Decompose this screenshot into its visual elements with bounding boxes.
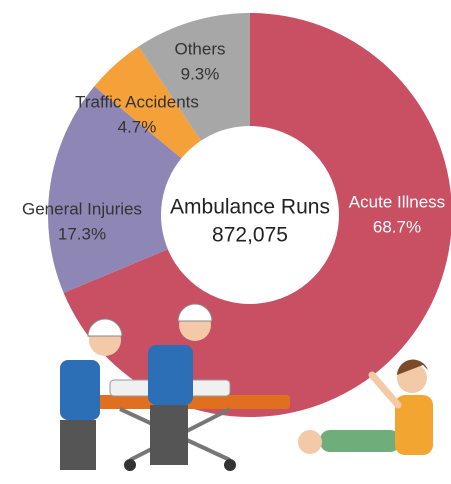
wheel [124,459,136,471]
paramedic-body [60,360,100,420]
donut-slice [138,13,250,141]
center-title: Ambulance Runs [170,196,330,219]
paramedic-body [148,345,193,405]
bystander-body [395,395,433,455]
donut-slice [48,86,182,293]
wheel [224,459,236,471]
patient-head [298,430,322,454]
slice-value-label: 4.7% [118,117,157,136]
patient-body [320,430,400,452]
paramedics-illustration [60,303,290,471]
donut-slice [63,13,451,417]
patient-illustration [298,359,433,455]
bystander-hair [397,359,428,375]
donut [48,13,451,417]
helmet [177,303,213,322]
donut-slice [94,46,201,159]
slice-value-label: 9.3% [181,64,220,83]
slice-label: General Injuries [22,199,142,218]
slice-value-label: 68.7% [373,217,421,236]
slice-label: Acute Illness [349,192,445,211]
slice-label: Others [174,39,225,58]
paramedic-legs [150,405,188,465]
center-value: 872,075 [212,224,288,247]
stretcher [95,395,290,409]
helmet [87,318,123,337]
slice-label: Traffic Accidents [75,92,199,111]
bystander-arm [368,371,402,409]
paramedic-legs [60,420,96,470]
slice-value-label: 17.3% [58,224,106,243]
